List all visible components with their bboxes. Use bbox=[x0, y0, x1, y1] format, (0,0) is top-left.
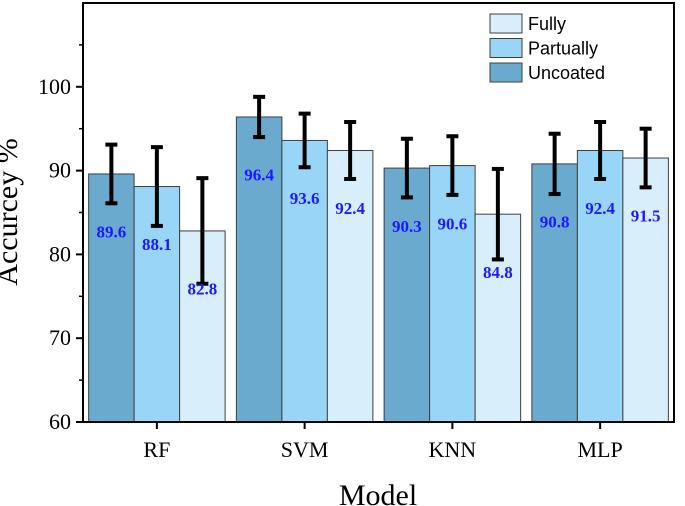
legend-label: Partually bbox=[528, 39, 598, 59]
legend-swatch bbox=[489, 13, 523, 34]
data-label: 88.1 bbox=[142, 235, 172, 254]
legend: Fully Partually Uncoated bbox=[489, 13, 605, 83]
legend-swatch bbox=[489, 62, 523, 83]
data-label: 93.6 bbox=[290, 189, 320, 208]
x-tick-label: SVM bbox=[281, 437, 329, 462]
data-label: 84.8 bbox=[483, 263, 513, 282]
x-tick-label: MLP bbox=[578, 437, 623, 462]
data-label: 82.8 bbox=[188, 280, 218, 299]
data-labels-layer: 89.6 88.1 82.8 96.4 93.6 92.4 90.3 90.6 84.8 90.8… bbox=[97, 166, 661, 299]
y-tick-label: 70 bbox=[49, 325, 71, 350]
legend-swatch bbox=[489, 38, 523, 58]
bar bbox=[235, 116, 283, 423]
data-label: 90.3 bbox=[392, 217, 422, 236]
legend-label: Fully bbox=[528, 14, 566, 34]
y-tick-label: 90 bbox=[49, 158, 71, 183]
legend-label: Uncoated bbox=[528, 63, 605, 83]
y-axis-title: Accurcey % bbox=[0, 138, 24, 285]
bar bbox=[576, 149, 624, 423]
bar bbox=[88, 173, 135, 423]
bar bbox=[531, 163, 578, 423]
x-tick-label: KNN bbox=[429, 437, 477, 462]
bar bbox=[326, 149, 374, 423]
data-label: 96.4 bbox=[244, 166, 274, 185]
x-axis-title: Model bbox=[339, 479, 417, 506]
data-label: 89.6 bbox=[97, 223, 127, 242]
y-tick-label: 80 bbox=[49, 241, 71, 266]
bar bbox=[622, 157, 669, 423]
data-label: 92.4 bbox=[335, 199, 365, 218]
bar bbox=[281, 139, 328, 423]
bar bbox=[383, 167, 431, 423]
bars-layer bbox=[88, 116, 669, 423]
y-tick-label: 100 bbox=[38, 74, 71, 99]
data-label: 90.8 bbox=[540, 213, 570, 232]
error-bars-layer bbox=[105, 94, 652, 286]
data-label: 91.5 bbox=[631, 207, 661, 226]
data-label: 90.6 bbox=[438, 214, 468, 233]
y-tick-label: 60 bbox=[49, 409, 71, 434]
x-tick-label: RF bbox=[143, 437, 170, 462]
axes-layer: RF SVM KNN MLP 60 70 80 90 100 bbox=[38, 44, 623, 462]
bar bbox=[429, 165, 476, 423]
data-label: 92.4 bbox=[585, 199, 615, 218]
